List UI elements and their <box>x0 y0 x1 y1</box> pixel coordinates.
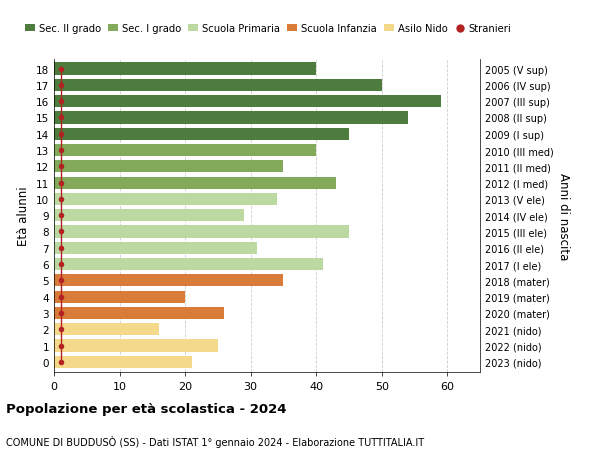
Point <box>56 131 65 138</box>
Bar <box>54 242 257 254</box>
Bar <box>54 210 244 222</box>
Bar <box>54 129 349 140</box>
Bar <box>54 193 277 206</box>
Bar <box>54 258 323 271</box>
Bar <box>54 340 218 352</box>
Bar <box>54 79 382 92</box>
Point <box>56 293 65 301</box>
Point <box>56 66 65 73</box>
Point <box>56 309 65 317</box>
Y-axis label: Anni di nascita: Anni di nascita <box>557 172 570 259</box>
Bar <box>54 96 440 108</box>
Point <box>56 147 65 154</box>
Bar <box>54 177 336 189</box>
Bar <box>54 145 316 157</box>
Point <box>56 342 65 349</box>
Point <box>56 261 65 268</box>
Bar <box>54 324 159 336</box>
Point <box>56 82 65 90</box>
Bar <box>54 112 408 124</box>
Point <box>56 98 65 106</box>
Point <box>56 245 65 252</box>
Text: Popolazione per età scolastica - 2024: Popolazione per età scolastica - 2024 <box>6 403 287 415</box>
Point <box>56 326 65 333</box>
Bar <box>54 291 185 303</box>
Bar <box>54 63 316 76</box>
Point <box>56 163 65 171</box>
Point <box>56 228 65 235</box>
Bar <box>54 307 224 319</box>
Y-axis label: Età alunni: Età alunni <box>17 186 31 246</box>
Bar <box>54 274 283 287</box>
Bar <box>54 226 349 238</box>
Text: COMUNE DI BUDDUSÒ (SS) - Dati ISTAT 1° gennaio 2024 - Elaborazione TUTTITALIA.IT: COMUNE DI BUDDUSÒ (SS) - Dati ISTAT 1° g… <box>6 436 424 448</box>
Legend: Sec. II grado, Sec. I grado, Scuola Primaria, Scuola Infanzia, Asilo Nido, Stran: Sec. II grado, Sec. I grado, Scuola Prim… <box>25 24 512 34</box>
Bar <box>54 161 283 173</box>
Point <box>56 277 65 285</box>
Point <box>56 196 65 203</box>
Point <box>56 212 65 219</box>
Point <box>56 179 65 187</box>
Point <box>56 358 65 366</box>
Point <box>56 114 65 122</box>
Bar <box>54 356 191 368</box>
